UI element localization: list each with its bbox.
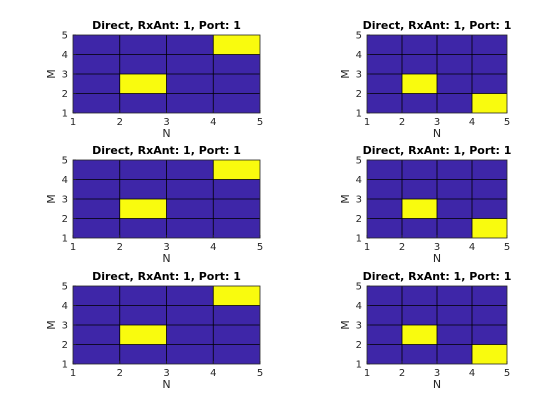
subplot-title: Direct, RxAnt: 1, Port: 1 — [92, 19, 241, 32]
y-axis-label: M — [339, 194, 352, 204]
heatmap-cell-highlight — [402, 325, 437, 345]
x-tick-label: 5 — [504, 117, 510, 128]
y-tick-label: 2 — [62, 89, 68, 100]
y-tick-label: 4 — [356, 50, 362, 61]
subplot-title: Direct, RxAnt: 1, Port: 1 — [92, 144, 241, 157]
subplot-title: Direct, RxAnt: 1, Port: 1 — [363, 19, 512, 32]
y-tick-label: 3 — [62, 70, 68, 81]
x-tick-label: 2 — [117, 117, 123, 128]
x-tick-label: 2 — [399, 242, 405, 253]
y-tick-label: 5 — [62, 156, 68, 167]
subplot-title: Direct, RxAnt: 1, Port: 1 — [363, 270, 512, 283]
heatmap-cell-highlight — [402, 74, 437, 94]
heatmap-cell-highlight — [119, 74, 167, 94]
x-tick-label: 5 — [257, 242, 263, 253]
x-tick-label: 4 — [469, 368, 475, 379]
x-axis-label: N — [162, 127, 170, 140]
x-tick-label: 4 — [469, 117, 475, 128]
x-tick-label: 1 — [70, 242, 76, 253]
x-axis-label: N — [162, 378, 170, 391]
heatmap-cell-highlight — [472, 93, 507, 113]
heatmap-cell-highlight — [119, 199, 167, 219]
y-tick-label: 5 — [356, 282, 362, 293]
heatmap-cell-highlight — [213, 35, 260, 55]
x-tick-label: 2 — [399, 117, 405, 128]
x-tick-label: 1 — [364, 117, 370, 128]
y-tick-label: 2 — [356, 340, 362, 351]
y-tick-label: 3 — [62, 195, 68, 206]
y-tick-label: 1 — [356, 234, 362, 245]
y-tick-label: 3 — [62, 321, 68, 332]
y-tick-label: 2 — [356, 89, 362, 100]
y-tick-label: 4 — [356, 175, 362, 186]
y-tick-label: 1 — [356, 360, 362, 371]
x-tick-label: 3 — [434, 368, 440, 379]
x-tick-label: 1 — [364, 242, 370, 253]
x-axis-label: N — [433, 378, 441, 391]
y-tick-label: 2 — [356, 214, 362, 225]
y-tick-label: 4 — [62, 301, 68, 312]
y-tick-label: 4 — [62, 50, 68, 61]
y-tick-label: 2 — [62, 214, 68, 225]
y-axis-label: M — [339, 320, 352, 330]
y-tick-label: 5 — [62, 31, 68, 42]
y-axis-label: M — [339, 69, 352, 79]
x-tick-label: 1 — [364, 368, 370, 379]
y-tick-label: 3 — [356, 70, 362, 81]
x-tick-label: 2 — [117, 368, 123, 379]
x-tick-label: 3 — [163, 117, 169, 128]
heatmap-cell-highlight — [472, 218, 507, 238]
x-axis-label: N — [433, 127, 441, 140]
x-tick-label: 5 — [504, 368, 510, 379]
x-tick-label: 4 — [210, 242, 216, 253]
y-tick-label: 5 — [62, 282, 68, 293]
y-tick-label: 4 — [356, 301, 362, 312]
y-tick-label: 2 — [62, 340, 68, 351]
x-tick-label: 1 — [70, 117, 76, 128]
x-tick-label: 1 — [70, 368, 76, 379]
x-axis-label: N — [433, 252, 441, 265]
x-tick-label: 4 — [210, 117, 216, 128]
y-tick-label: 3 — [356, 195, 362, 206]
subplot-3: 1 2 3 4 5 1 2 3 4 5 Direct, RxAnt: 1, Port: 1 N M — [45, 144, 263, 265]
y-tick-label: 5 — [356, 31, 362, 42]
x-tick-label: 4 — [210, 368, 216, 379]
heatmap-cell-highlight — [472, 344, 507, 364]
x-tick-label: 5 — [504, 242, 510, 253]
x-tick-label: 4 — [469, 242, 475, 253]
subplot-title: Direct, RxAnt: 1, Port: 1 — [363, 144, 512, 157]
y-tick-label: 1 — [62, 360, 68, 371]
y-axis-label: M — [45, 194, 58, 204]
heatmap-cell-highlight — [213, 286, 260, 306]
x-tick-label: 2 — [399, 368, 405, 379]
x-tick-label: 5 — [257, 117, 263, 128]
y-axis-label: M — [45, 69, 58, 79]
heatmap-cell-highlight — [402, 199, 437, 219]
y-tick-label: 1 — [356, 109, 362, 120]
subplot-5: 1 2 3 4 5 1 2 3 4 5 Direct, RxAnt: 1, Port: 1 N M — [45, 270, 263, 391]
subplot-title: Direct, RxAnt: 1, Port: 1 — [92, 270, 241, 283]
x-tick-label: 3 — [163, 242, 169, 253]
x-tick-label: 5 — [257, 368, 263, 379]
y-tick-label: 4 — [62, 175, 68, 186]
x-tick-label: 3 — [434, 242, 440, 253]
x-tick-label: 3 — [434, 117, 440, 128]
heatmap-cell-highlight — [119, 325, 167, 345]
x-axis-label: N — [162, 252, 170, 265]
x-tick-label: 3 — [163, 368, 169, 379]
x-tick-label: 2 — [117, 242, 123, 253]
y-tick-label: 1 — [62, 234, 68, 245]
y-axis-label: M — [45, 320, 58, 330]
subplot-1: 1 2 3 4 5 1 2 3 4 5 Direct, RxAnt: 1, Port: 1 N M — [45, 19, 263, 140]
y-tick-label: 5 — [356, 156, 362, 167]
heatmap-cell-highlight — [213, 160, 260, 180]
y-tick-label: 1 — [62, 109, 68, 120]
y-tick-label: 3 — [356, 321, 362, 332]
